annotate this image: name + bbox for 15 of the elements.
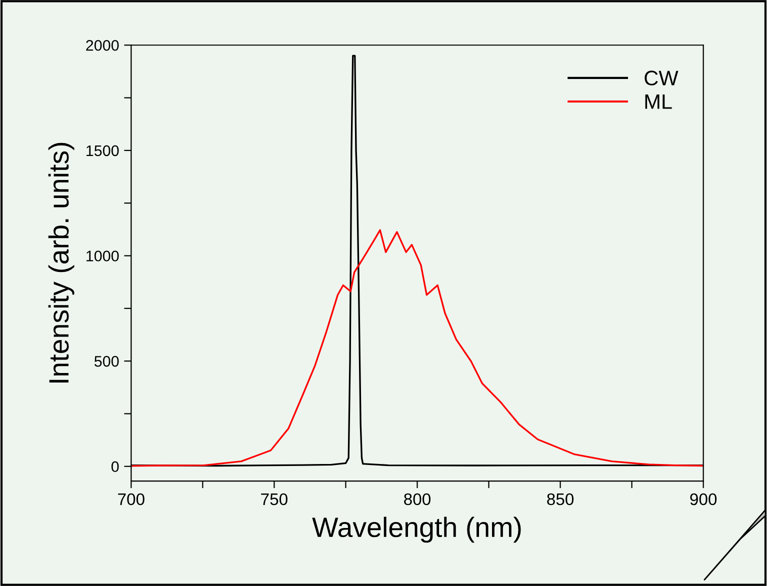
x-axis-title: Wavelength (nm) (312, 516, 521, 543)
y-tick-label: 1000 (86, 250, 119, 262)
y-tick-label: 500 (94, 356, 119, 367)
y-tick-label: 1500 (86, 145, 119, 156)
legend-label: ML (645, 94, 672, 109)
x-tick-label: 700 (118, 493, 144, 506)
legend-label: CW (644, 70, 678, 86)
x-tick-label: 800 (404, 493, 430, 506)
x-tick-label: 750 (261, 493, 288, 506)
y-tick-label: 2000 (86, 40, 119, 51)
y-tick-label: 0 (111, 461, 119, 472)
x-tick-label: 850 (547, 493, 574, 506)
x-tick-label: 900 (690, 493, 717, 506)
y-axis-title: Intensity (arb. units) (48, 142, 74, 382)
line-series (131, 229, 704, 467)
